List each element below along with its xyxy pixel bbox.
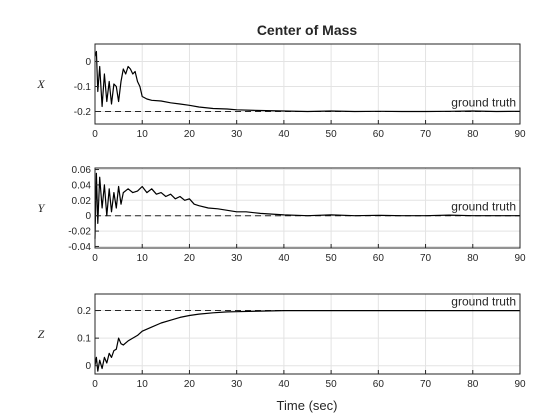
x-tick-label: 60 <box>373 379 385 390</box>
y-tick-label: -0.02 <box>68 227 91 238</box>
x-tick-label: 70 <box>420 129 432 140</box>
x-tick-label: 90 <box>514 129 526 140</box>
x-tick-label: 20 <box>184 253 196 264</box>
x-tick-label: 20 <box>184 129 196 140</box>
x-tick-label: 40 <box>278 253 290 264</box>
y-tick-label: 0.04 <box>72 180 92 191</box>
series-line <box>94 50 521 113</box>
x-tick-label: 50 <box>326 253 338 264</box>
x-tick-label: 10 <box>137 129 149 140</box>
x-axis-label: Time (sec) <box>277 398 338 413</box>
y-tick-label: 0 <box>85 57 91 68</box>
x-tick-label: 80 <box>467 129 479 140</box>
x-tick-label: 0 <box>92 253 98 264</box>
x-tick-label: 20 <box>184 379 196 390</box>
x-tick-label: 0 <box>92 379 98 390</box>
ground-truth-label: ground truth <box>451 295 516 309</box>
x-tick-label: 80 <box>467 379 479 390</box>
y-tick-label: 0 <box>85 211 91 222</box>
y-tick-label: -0.2 <box>74 107 92 118</box>
y-tick-label: 0.06 <box>72 165 92 176</box>
x-tick-label: 40 <box>278 129 290 140</box>
x-tick-label: 50 <box>326 129 338 140</box>
y-axis-label-x: X <box>36 77 45 91</box>
x-tick-label: 10 <box>137 379 149 390</box>
x-tick-label: 0 <box>92 129 98 140</box>
x-tick-label: 70 <box>420 253 432 264</box>
x-tick-label: 40 <box>278 379 290 390</box>
subplot-y: 0 10 20 30 40 50 60 70 80 90 -0.04 -0.02 0 0.02 0.04 0.… <box>38 165 526 264</box>
series-line <box>94 310 520 372</box>
x-tick-label: 10 <box>137 253 149 264</box>
x-tick-label: 60 <box>373 253 385 264</box>
x-tick-label: 30 <box>231 129 243 140</box>
subplot-x: 0 10 20 30 40 50 60 70 80 90 -0.2 -0.1 0 ground truth… <box>36 43 526 140</box>
x-tick-label: 50 <box>326 379 338 390</box>
y-tick-label: -0.1 <box>74 82 92 93</box>
y-tick-label: -0.04 <box>68 242 91 253</box>
x-tick-label: 80 <box>467 253 479 264</box>
y-axis-label-y: Y <box>38 201 46 215</box>
y-tick-label: 0.2 <box>77 306 91 317</box>
subplot-panels: 0 10 20 30 40 50 60 70 80 90 -0.2 -0.1 0 ground truth… <box>36 43 526 390</box>
y-tick-label: 0.02 <box>72 196 92 207</box>
y-tick-label: 0.1 <box>77 334 91 345</box>
x-tick-label: 90 <box>514 253 526 264</box>
x-tick-label: 90 <box>514 379 526 390</box>
axes-frame <box>94 167 521 249</box>
y-tick-label: 0 <box>85 361 91 372</box>
x-tick-label: 30 <box>231 253 243 264</box>
y-axis-label-z: Z <box>38 327 45 341</box>
x-tick-label: 30 <box>231 379 243 390</box>
axes-frame <box>94 43 521 125</box>
series-line <box>94 172 520 239</box>
x-tick-label: 60 <box>373 129 385 140</box>
ground-truth-label: ground truth <box>451 96 516 110</box>
subplot-z: 0 10 20 30 40 50 60 70 80 90 0 0.1 0.2 ground truth Z <box>38 293 526 390</box>
axes-frame <box>94 293 521 375</box>
ground-truth-label: ground truth <box>451 200 516 214</box>
chart-title: Center of Mass <box>257 22 358 38</box>
x-tick-label: 70 <box>420 379 432 390</box>
